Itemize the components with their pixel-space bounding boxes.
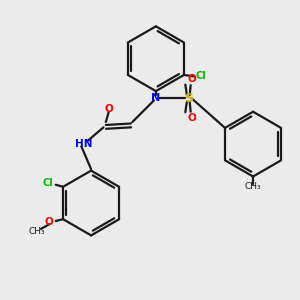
Text: O: O [104,104,113,114]
Text: N: N [151,94,160,103]
Text: S: S [184,92,193,105]
Text: CH₃: CH₃ [245,182,261,191]
Text: CH₃: CH₃ [28,227,45,236]
Text: O: O [188,112,197,123]
Text: Cl: Cl [195,71,206,81]
Text: O: O [44,217,53,226]
Text: Cl: Cl [42,178,53,188]
Text: HN: HN [75,139,92,149]
Text: O: O [188,74,197,84]
